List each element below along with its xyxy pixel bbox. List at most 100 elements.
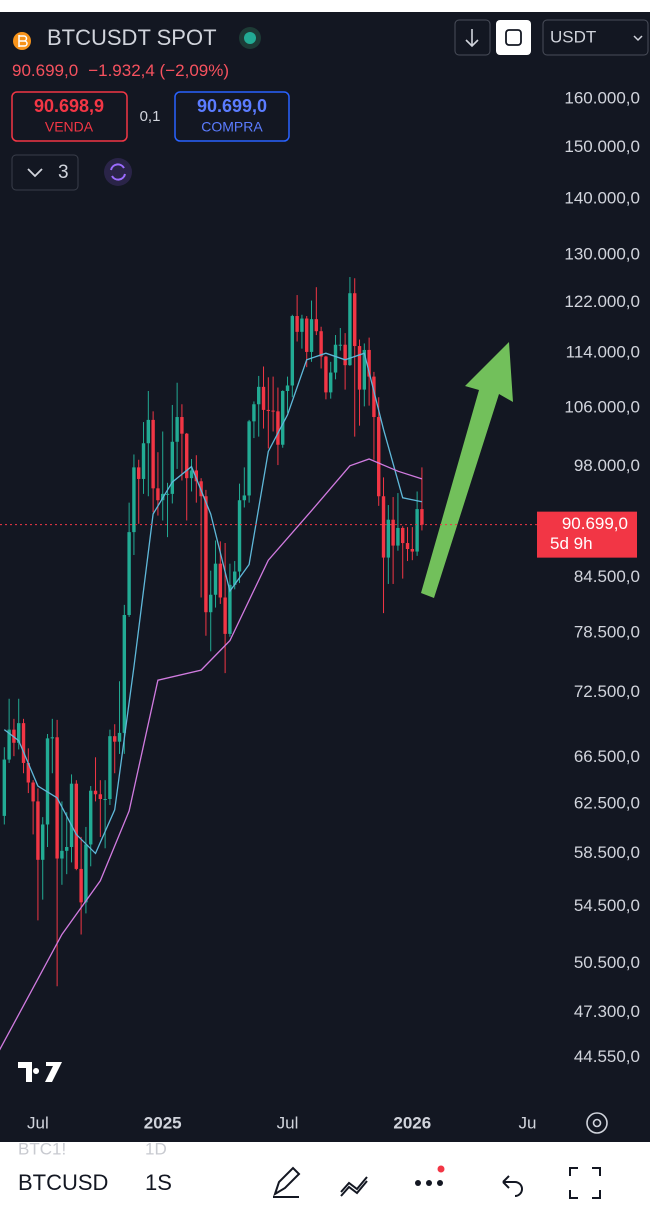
candle-body [329, 372, 333, 393]
candle-body [65, 847, 69, 851]
x-tick-label: 2026 [393, 1113, 431, 1132]
candle-body [377, 417, 381, 497]
y-tick-label: 98.000,0 [574, 456, 640, 475]
indicator-tool[interactable] [340, 1176, 368, 1197]
toolbar-interval[interactable]: 1S [145, 1170, 172, 1195]
indicators-toggle[interactable] [11, 154, 79, 191]
candle-body [93, 790, 98, 795]
candle-body [189, 470, 194, 479]
symbol[interactable]: BTCUSDT SPOT [47, 25, 217, 50]
candle-body [324, 356, 328, 393]
candle-body [420, 509, 424, 525]
coin-glyph [18, 35, 28, 47]
candle-body [252, 404, 256, 422]
more-button[interactable] [415, 1165, 445, 1187]
candle-body [348, 293, 352, 366]
y-tick-label: 106.000,0 [564, 397, 640, 416]
candle-body [117, 732, 122, 742]
candle-body [405, 543, 410, 549]
candle-body [103, 799, 107, 801]
y-tick-label: 122.000,0 [564, 292, 640, 311]
candle-body [319, 331, 323, 357]
buy-label: COMPRA [201, 119, 263, 135]
candle-body [372, 376, 376, 418]
y-tick-label: 130.000,0 [564, 244, 640, 263]
candle-body [113, 736, 117, 742]
candle-body [84, 844, 88, 903]
y-tick-label: 140.000,0 [564, 189, 640, 208]
tv-logo [18, 1062, 62, 1082]
candle-body [415, 509, 419, 552]
candle-body [45, 738, 50, 825]
candle-body [194, 470, 199, 482]
moving-average [3, 352, 423, 855]
candle-body [333, 344, 338, 373]
x-tick-label: Ju [519, 1113, 537, 1132]
currency-select[interactable] [542, 19, 649, 56]
candle-body [410, 548, 415, 552]
candle-body [213, 563, 218, 595]
candle-body [36, 801, 40, 860]
toggle-caret [27, 168, 43, 178]
candle-body [89, 790, 93, 845]
candle-body [218, 563, 223, 598]
download-icon [465, 29, 479, 48]
fullscreen-button[interactable] [496, 20, 531, 55]
candle-body [285, 385, 290, 391]
fullscreen-tool[interactable] [569, 1167, 601, 1199]
candle-body [314, 319, 319, 332]
candle-body [108, 736, 112, 800]
y-tick-label: 62.500,0 [574, 793, 640, 812]
candle-body [281, 390, 285, 445]
candle-body [237, 500, 242, 572]
spread: 0,1 [140, 108, 161, 125]
candle-body [132, 467, 136, 533]
x-tick-label: 2025 [144, 1113, 182, 1132]
buy-price: 90.699,0 [197, 96, 267, 116]
candle-body [21, 723, 26, 763]
buy-button[interactable] [174, 91, 290, 142]
candle-body [223, 597, 227, 634]
refresh-icon [110, 163, 126, 181]
settings-button[interactable] [586, 1112, 608, 1134]
candle-body [185, 433, 189, 479]
currency[interactable]: USDT [550, 27, 596, 46]
status-dot [244, 32, 256, 44]
candle-body [60, 850, 64, 859]
countdown: 5d 9h [550, 534, 593, 553]
candle-body [391, 519, 395, 546]
hidden-symbol: BTC1! [18, 1139, 66, 1158]
candle-body [300, 318, 304, 332]
x-tick-label: Jul [27, 1113, 49, 1132]
toolbar-symbol[interactable]: BTCUSD [18, 1170, 108, 1195]
candle-body [127, 532, 131, 616]
download-button[interactable] [454, 19, 491, 56]
undo-button[interactable] [502, 1175, 523, 1197]
sell-button[interactable] [11, 91, 128, 142]
y-tick-label: 84.500,0 [574, 567, 640, 586]
candle-body [141, 443, 146, 479]
x-tick-label: Jul [277, 1113, 299, 1132]
refresh-button[interactable] [104, 158, 132, 186]
last-price-label: 90.699,0 [562, 514, 628, 533]
hidden-interval: 1D [145, 1139, 167, 1158]
candle-body [180, 417, 184, 434]
candle-body [271, 410, 275, 412]
green-arrow [421, 342, 513, 598]
candle-body [175, 417, 179, 442]
candle-body [290, 316, 295, 386]
candle-body [31, 782, 35, 802]
draw-tool[interactable] [273, 1166, 301, 1198]
settings-icon [592, 1118, 602, 1128]
candle-body [396, 527, 400, 546]
candle-body [381, 496, 386, 558]
candle-body [137, 467, 141, 479]
candle-body [338, 344, 343, 346]
candle-body [50, 737, 55, 739]
candle-body [247, 421, 251, 496]
change: −1.932,4 (−2,09%) [88, 61, 229, 80]
candle-body [151, 419, 155, 489]
candle-body [242, 495, 247, 501]
